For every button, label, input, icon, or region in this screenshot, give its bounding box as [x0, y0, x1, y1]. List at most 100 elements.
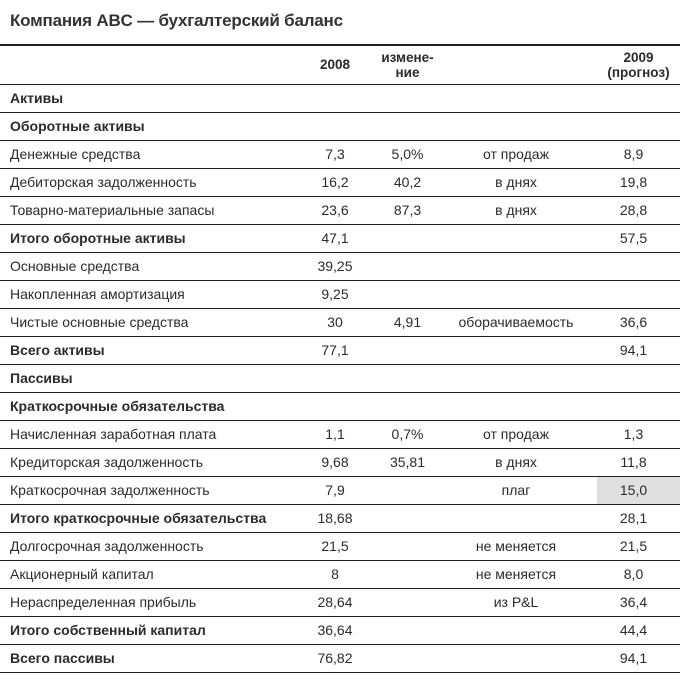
row-label: Краткосрочная задолженность [0, 476, 290, 505]
value-2008: 7,9 [290, 476, 380, 505]
table-row: Кредиторская задолженность 9,68 35,81 в дня… [0, 448, 680, 477]
value-2008: 18,68 [290, 504, 380, 533]
row-label: Итого оборотные активы [0, 224, 290, 253]
value-change [380, 392, 435, 421]
value-2009 [597, 112, 680, 141]
row-label: Итого краткосрочные обязательства [0, 504, 290, 533]
value-change [380, 224, 435, 253]
header-method-empty-cell [435, 44, 597, 85]
value-method: плаг [435, 476, 597, 505]
value-change [380, 280, 435, 309]
value-method: в днях [435, 168, 597, 197]
table-row: Итого собственный капитал 36,64 44,4 [0, 616, 680, 645]
value-2008 [290, 84, 380, 113]
row-label: Основные средства [0, 252, 290, 281]
table-row: Пассивы [0, 364, 680, 393]
table-row: Начисленная заработная плата 1,1 0,7% от пр… [0, 420, 680, 449]
value-change [380, 364, 435, 393]
value-2008: 7,3 [290, 140, 380, 169]
value-2008: 16,2 [290, 168, 380, 197]
value-method [435, 616, 597, 645]
table-row: Чистые основные средства 30 4,91 оборачивае… [0, 308, 680, 337]
value-2008 [290, 364, 380, 393]
table-row: Товарно-материальные запасы 23,6 87,3 в дня… [0, 196, 680, 225]
value-change: 87,3 [380, 196, 435, 225]
value-change: 40,2 [380, 168, 435, 197]
table-row: Всего пассивы 76,82 94,1 [0, 644, 680, 673]
value-change: 4,91 [380, 308, 435, 337]
value-2009: 1,3 [597, 420, 680, 449]
row-label: Всего пассивы [0, 644, 290, 673]
value-method [435, 84, 597, 113]
value-method: в днях [435, 196, 597, 225]
row-label: Накопленная амортизация [0, 280, 290, 309]
value-2008: 30 [290, 308, 380, 337]
value-change [380, 84, 435, 113]
page-title: Компания ABC — бухгалтерский баланс [10, 11, 343, 30]
table-row: Итого краткосрочные обязательства 18,68 28… [0, 504, 680, 533]
header-change: измене- ние [380, 44, 435, 85]
value-2009: 36,6 [597, 308, 680, 337]
value-method: не меняется [435, 560, 597, 589]
value-method [435, 336, 597, 365]
row-label: Всего активы [0, 336, 290, 365]
row-label: Чистые основные средства [0, 308, 290, 337]
value-change [380, 504, 435, 533]
value-2009: 94,1 [597, 644, 680, 673]
value-2008: 21,5 [290, 532, 380, 561]
value-change [380, 616, 435, 645]
value-change [380, 588, 435, 617]
row-label: Краткосрочные обязательства [0, 392, 290, 421]
header-year-2009: 2009 (прогноз) [597, 44, 680, 85]
value-change [380, 252, 435, 281]
value-method [435, 224, 597, 253]
table-row: Основные средства 39,25 [0, 252, 680, 281]
value-2009: 21,5 [597, 532, 680, 561]
value-method: из P&L [435, 588, 597, 617]
value-2008: 8 [290, 560, 380, 589]
table-row: Активы [0, 84, 680, 113]
value-change [380, 112, 435, 141]
header-year-2009-line2: (прогноз) [607, 64, 670, 80]
table-row: Всего активы 77,1 94,1 [0, 336, 680, 365]
row-label: Оборотные активы [0, 112, 290, 141]
value-2008: 76,82 [290, 644, 380, 673]
value-change [380, 336, 435, 365]
value-2008: 1,1 [290, 420, 380, 449]
header-row: 2008 измене- ние 2009 (прогноз) [0, 44, 680, 85]
row-label: Дебиторская задолженность [0, 168, 290, 197]
value-method [435, 364, 597, 393]
value-2008: 23,6 [290, 196, 380, 225]
value-change [380, 532, 435, 561]
table-row: Оборотные активы [0, 112, 680, 141]
table-body: Активы Оборотные активы Денежные средства 7… [0, 84, 680, 673]
header-year-2009-line1: 2009 [623, 49, 654, 65]
table-row: Долгосрочная задолженность 21,5 не меняетс… [0, 532, 680, 561]
value-2008 [290, 392, 380, 421]
value-2009 [597, 252, 680, 281]
value-2009: 44,4 [597, 616, 680, 645]
row-label: Денежные средства [0, 140, 290, 169]
value-method [435, 280, 597, 309]
value-2009: 94,1 [597, 336, 680, 365]
value-change [380, 476, 435, 505]
table-row: Нераспределенная прибыль 28,64 из P&L 36,4 [0, 588, 680, 617]
value-2009: 57,5 [597, 224, 680, 253]
header-year-2008: 2008 [290, 44, 380, 85]
row-label: Начисленная заработная плата [0, 420, 290, 449]
value-change: 35,81 [380, 448, 435, 477]
value-2008: 39,25 [290, 252, 380, 281]
value-method [435, 504, 597, 533]
row-label: Акционерный капитал [0, 560, 290, 589]
table-header: 2008 измене- ние 2009 (прогноз) [0, 44, 680, 85]
table-row: Денежные средства 7,3 5,0% от продаж 8,9 [0, 140, 680, 169]
value-method: в днях [435, 448, 597, 477]
value-2009: 19,8 [597, 168, 680, 197]
value-method [435, 644, 597, 673]
table-row: Краткосрочная задолженность 7,9 плаг 15,0 [0, 476, 680, 505]
value-2009 [597, 84, 680, 113]
value-2009 [597, 392, 680, 421]
value-2008: 28,64 [290, 588, 380, 617]
value-method: не меняется [435, 532, 597, 561]
